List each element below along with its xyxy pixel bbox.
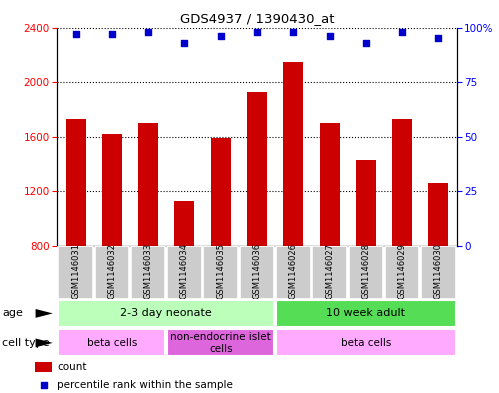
Text: 10 week adult: 10 week adult — [326, 309, 405, 318]
Point — [253, 29, 261, 35]
Text: GSM1146026: GSM1146026 — [289, 243, 298, 299]
Bar — [276, 246, 310, 299]
Bar — [319, 123, 339, 246]
Bar — [349, 246, 383, 299]
Bar — [138, 123, 158, 246]
Text: count: count — [57, 362, 87, 372]
Bar — [95, 246, 129, 299]
Bar — [421, 246, 456, 299]
Bar — [283, 62, 303, 246]
Point — [362, 40, 370, 46]
Text: GSM1146031: GSM1146031 — [71, 243, 80, 299]
Text: GSM1146032: GSM1146032 — [107, 243, 116, 299]
Text: GSM1146036: GSM1146036 — [252, 243, 261, 299]
Text: cell type: cell type — [2, 338, 50, 348]
Text: beta cells: beta cells — [341, 338, 391, 348]
Point — [398, 29, 406, 35]
Point — [181, 40, 189, 46]
Bar — [204, 246, 238, 299]
Text: GSM1146033: GSM1146033 — [144, 243, 153, 299]
Bar — [276, 300, 456, 327]
Bar — [35, 362, 52, 373]
Point — [40, 382, 48, 388]
Text: age: age — [2, 309, 23, 318]
Bar — [356, 160, 376, 246]
Text: GSM1146027: GSM1146027 — [325, 243, 334, 299]
Text: GSM1146035: GSM1146035 — [216, 243, 225, 299]
Bar — [102, 134, 122, 246]
Point — [217, 33, 225, 39]
Text: GSM1146028: GSM1146028 — [361, 243, 370, 299]
Text: percentile rank within the sample: percentile rank within the sample — [57, 380, 233, 390]
Text: non-endocrine islet
cells: non-endocrine islet cells — [170, 332, 271, 354]
Bar — [429, 183, 449, 246]
Bar — [167, 246, 202, 299]
Bar — [211, 138, 231, 246]
Text: GSM1146034: GSM1146034 — [180, 243, 189, 299]
Polygon shape — [35, 309, 53, 318]
Bar — [58, 329, 165, 356]
Bar — [240, 246, 274, 299]
Text: beta cells: beta cells — [87, 338, 137, 348]
Bar — [65, 119, 85, 246]
Point — [289, 29, 297, 35]
Bar — [247, 92, 267, 246]
Polygon shape — [35, 338, 53, 347]
Point — [144, 29, 152, 35]
Point — [435, 35, 443, 42]
Point — [108, 31, 116, 37]
Point — [325, 33, 333, 39]
Bar — [167, 329, 274, 356]
Bar — [131, 246, 165, 299]
Bar — [392, 119, 412, 246]
Bar — [58, 246, 93, 299]
Bar — [385, 246, 419, 299]
Bar — [312, 246, 347, 299]
Point — [71, 31, 79, 37]
Text: 2-3 day neonate: 2-3 day neonate — [120, 309, 212, 318]
Title: GDS4937 / 1390430_at: GDS4937 / 1390430_at — [180, 12, 334, 25]
Bar — [175, 201, 195, 246]
Text: GSM1146030: GSM1146030 — [434, 243, 443, 299]
Text: GSM1146029: GSM1146029 — [398, 243, 407, 299]
Bar — [58, 300, 274, 327]
Bar — [276, 329, 456, 356]
